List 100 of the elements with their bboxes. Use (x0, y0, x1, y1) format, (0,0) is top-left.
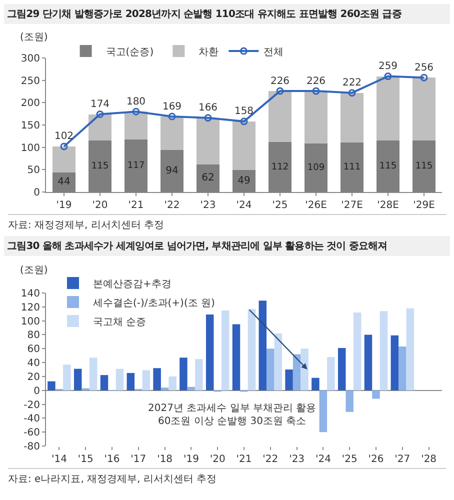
data-label: 222 (342, 78, 362, 89)
x-tick-label: '24 (315, 454, 331, 465)
data-label: 166 (198, 102, 218, 114)
data-label: 169 (162, 101, 182, 112)
bar (266, 348, 274, 390)
x-tick-label: '17 (130, 454, 146, 465)
chart-title: 그림30 올해 초과세수가 세계잉여로 넘어가면, 부채관리에 일부 활용하는 것이 중요해져 (4, 236, 450, 256)
bar (124, 112, 148, 140)
y-tick-label: 60 (27, 344, 40, 356)
y-tick-label: -80 (24, 442, 40, 452)
x-tick-label: '15 (78, 454, 94, 465)
x-tick-label: '18 (157, 454, 173, 465)
data-label: 62 (202, 172, 214, 184)
bar (300, 348, 308, 390)
bar (248, 309, 256, 390)
y-tick-label: 100 (20, 316, 40, 328)
data-label: 111 (343, 162, 361, 172)
point (420, 74, 428, 82)
data-label: 158 (234, 106, 254, 118)
bar (353, 312, 362, 390)
x-tick-label: '24 (236, 200, 252, 211)
bar (398, 346, 406, 390)
bar (100, 375, 108, 390)
bar (116, 368, 124, 390)
bar (346, 390, 354, 412)
point (384, 72, 392, 80)
data-label: 44 (58, 176, 70, 188)
legend-label: 본예산증감+추경 (93, 278, 172, 290)
bar (376, 76, 400, 141)
x-tick-label: '28E (377, 200, 399, 211)
bar (232, 324, 240, 390)
y-axis-title: (조원) (20, 265, 48, 276)
bar (196, 118, 220, 164)
y-tick-label: -60 (24, 428, 40, 439)
data-label: 174 (90, 99, 110, 110)
y-tick-label: -40 (24, 414, 40, 425)
text: 자료: e나라지표, 재정경제부, 리서치센터 추정 (8, 468, 446, 486)
data-label: 259 (378, 61, 398, 72)
bar (390, 335, 399, 390)
y-tick-label: 250 (20, 76, 40, 87)
x-tick-label: '25 (272, 200, 288, 211)
x-tick-label: '19 (183, 454, 199, 465)
data-label: 226 (306, 76, 326, 87)
x-tick-label: '21 (236, 454, 252, 465)
bar (48, 381, 56, 390)
text: 자료: 재정경제부, 리서치센터 추정 (8, 214, 446, 232)
data-label: 94 (166, 166, 178, 177)
x-tick-label: '27E (341, 200, 363, 211)
bar (258, 300, 267, 390)
y-tick-label: 0 (34, 188, 40, 198)
x-tick-label: '19 (56, 200, 72, 211)
point (60, 142, 68, 150)
bar (142, 370, 150, 390)
point (276, 87, 284, 95)
x-tick-label: '22 (262, 454, 278, 465)
y-tick-label: 50 (27, 165, 40, 176)
point (312, 87, 320, 95)
bar (126, 372, 135, 390)
x-tick-label: '22 (164, 200, 180, 211)
legend-label: 세수결손(-)/초과(+)(조 원) (93, 298, 216, 309)
bar (52, 146, 76, 172)
bar (304, 91, 328, 144)
bar (274, 333, 282, 390)
bar (195, 359, 203, 390)
point (204, 114, 212, 122)
annotation: 2027년 초과세수 일부 부채관리 활용 60조원 이상 순발행 30조원 축소 (148, 403, 316, 427)
x-tick-label: '21 (128, 200, 144, 211)
bar (412, 78, 436, 141)
point (348, 89, 356, 97)
bar (206, 314, 214, 390)
data-label: 115 (91, 162, 109, 172)
bar (406, 308, 414, 390)
point (132, 108, 140, 116)
x-tick-label: '14 (51, 454, 67, 465)
x-tick-label: '26 (368, 454, 384, 465)
data-label: 49 (238, 176, 250, 187)
bar (285, 370, 293, 390)
bar (327, 356, 335, 390)
bar (268, 91, 292, 142)
x-tick-label: '25 (342, 454, 358, 465)
bar (168, 376, 176, 390)
y-tick-label: 150 (20, 120, 40, 132)
bar (63, 364, 71, 390)
bar (160, 388, 169, 390)
bar (187, 386, 196, 390)
data-label: 256 (414, 62, 434, 74)
bar (153, 368, 161, 390)
data-label: 115 (379, 162, 397, 172)
bar (364, 334, 372, 390)
bar (74, 368, 82, 390)
y-tick-label: 100 (20, 142, 40, 154)
x-tick-label: '29E (413, 200, 435, 211)
x-tick-label: '20 (210, 454, 226, 465)
bar (89, 358, 98, 390)
x-tick-label: '28 (421, 454, 437, 465)
x-tick-label: '27 (394, 454, 410, 465)
y-tick-label: 140 (20, 288, 40, 300)
data-label: 180 (126, 96, 146, 108)
legend-label: 국고채 순증 (93, 316, 146, 328)
legend-label: 국고(순증) (106, 46, 154, 58)
